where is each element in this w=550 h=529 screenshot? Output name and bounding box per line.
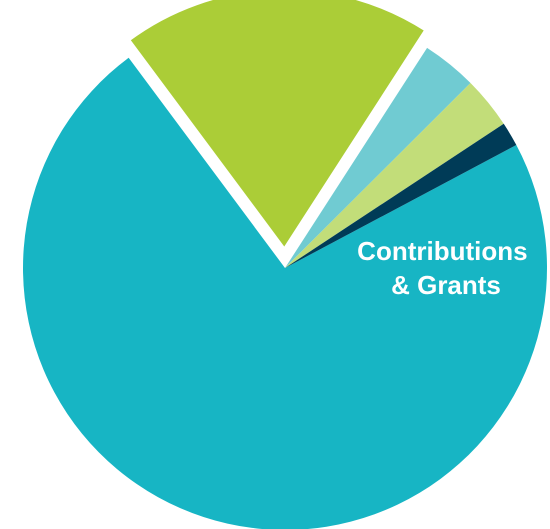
pie-slices bbox=[23, 0, 547, 529]
slice-label-contributions-line1: Contributions bbox=[357, 236, 527, 266]
slice-label-contributions-line2: & Grants bbox=[391, 270, 501, 300]
slice-dark-navy bbox=[285, 123, 517, 268]
slice-contributions-grants bbox=[126, 0, 429, 253]
slice-light-blue bbox=[285, 47, 471, 268]
slice-labels: Contributions & Grants bbox=[357, 236, 535, 300]
slice-light-green bbox=[285, 82, 504, 268]
slice-main bbox=[23, 57, 547, 529]
slice-label-contributions: Contributions & Grants bbox=[357, 236, 535, 300]
